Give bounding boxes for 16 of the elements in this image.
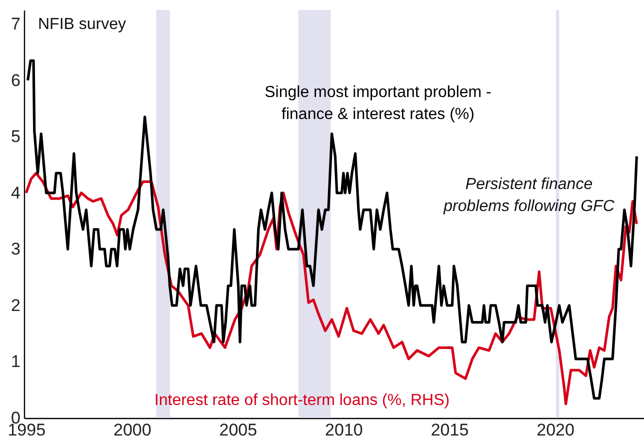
y-tick-label: 4 xyxy=(11,183,20,202)
annotation: Persistent finance problems following GFC xyxy=(442,176,615,215)
x-tick-label: 2015 xyxy=(430,420,469,440)
y-tick-label: 3 xyxy=(11,240,20,259)
y-tick-label: 7 xyxy=(11,14,20,34)
series-label: Interest rate of short-term loans (%, RHS) xyxy=(154,392,450,409)
x-tick-label: 2020 xyxy=(536,420,574,440)
x-tick-label: 2005 xyxy=(219,420,258,440)
y-tick-label: 2 xyxy=(11,296,20,315)
y-tick-label: 5 xyxy=(11,127,20,146)
y-tick-label: 1 xyxy=(11,352,20,372)
chart-title: NFIB survey xyxy=(38,16,126,33)
x-tick-label: 2010 xyxy=(325,420,363,440)
y-tick-label: 6 xyxy=(11,70,20,90)
text: Single most important problem - finance & interest rates (%) xyxy=(264,84,492,123)
x-tick-label: 2000 xyxy=(113,420,152,440)
